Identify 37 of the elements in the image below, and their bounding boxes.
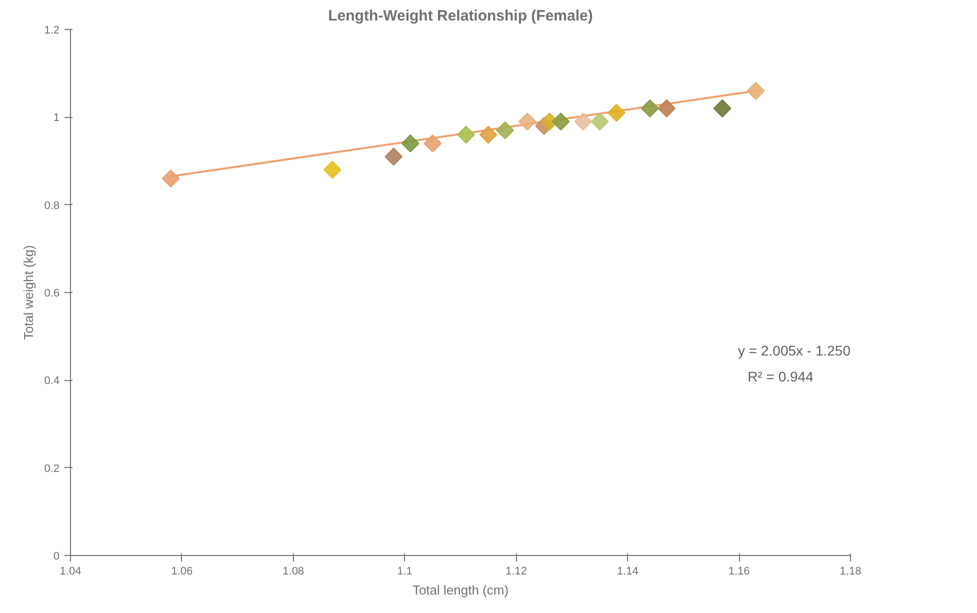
point [713, 99, 732, 118]
point [552, 112, 570, 131]
chart-title: Length-Weight Relationship (Female) [328, 8, 593, 24]
point [658, 99, 676, 118]
point [590, 112, 609, 131]
point [746, 82, 765, 100]
point [457, 126, 476, 144]
point [323, 160, 342, 179]
annotation: y = 2.005x - 1.250 [738, 342, 851, 358]
y-tick-label: 0 [53, 550, 60, 562]
x-tick-label: 1.16 [728, 566, 750, 578]
point [608, 104, 626, 122]
point [424, 134, 442, 152]
x-tick-label: 1.08 [282, 566, 304, 578]
point [518, 112, 536, 131]
x-tick-label: 1.12 [506, 566, 527, 578]
y-axis-title: Total weight (kg) [21, 245, 36, 340]
y-tick-label: 0.4 [44, 375, 60, 388]
point [401, 134, 420, 152]
x-tick-label: 1.06 [171, 566, 193, 578]
y-tick-label: 0.8 [44, 200, 60, 212]
point [640, 99, 659, 118]
y-tick-label: 1 [53, 112, 60, 124]
x-tick-label: 1.1 [397, 566, 412, 578]
point [496, 121, 514, 140]
point [384, 148, 403, 166]
point [574, 112, 592, 131]
point [162, 170, 180, 188]
y-tick-label: 0.6 [44, 288, 60, 300]
y-tick-label: 1.2 [44, 24, 60, 36]
x-tick-label: 1.14 [616, 566, 638, 578]
x-tick-label: 1.18 [840, 566, 862, 578]
point [479, 126, 498, 144]
x-tick-label: 1.04 [60, 566, 82, 578]
annotation: R² = 0.944 [748, 368, 814, 385]
y-tick-label: 0.2 [44, 462, 60, 475]
x-axis-title: Total length (cm) [412, 582, 509, 598]
